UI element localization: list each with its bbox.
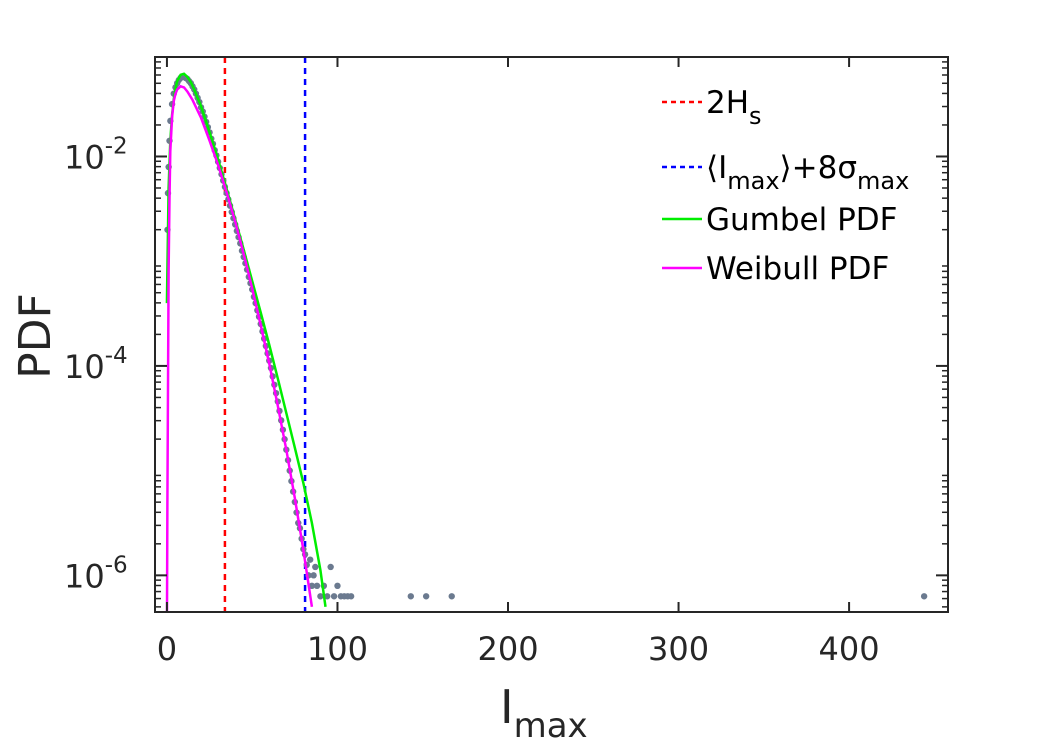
legend-item-imax-8sigma: ⟨Imax⟩+8σmax [662,150,909,195]
data-point [317,593,324,600]
data-point [407,593,415,600]
x-axis-label-sub: max [514,706,588,746]
legend-item-weibull: Weibull PDF [662,251,889,287]
series-line-weibull-pdf [165,84,314,612]
data-point [312,563,319,571]
y-tick-label: 10-4 [64,343,128,386]
x-axis-label: Imax [500,680,588,746]
x-tick-label: 300 [648,630,709,668]
y-tick-label: 10-2 [64,133,128,176]
axis-ticks [155,57,948,612]
legend-label-gumbel: Gumbel PDF [706,202,897,238]
y-axis-label: PDF [10,293,61,379]
legend-item-2hs: 2Hs [662,85,762,130]
legend-label-2hs: 2Hs [706,85,762,130]
data-point [313,582,321,590]
data-point [920,593,928,600]
data-point [334,582,341,590]
x-tick-label: 0 [157,630,177,668]
data-point [308,582,316,590]
y-tick-label: 10-6 [64,552,128,595]
data-point [327,563,334,571]
x-axis-label-main: I [500,680,514,734]
data-point [330,593,338,600]
x-tick-label: 100 [307,630,368,668]
x-tick-label: 200 [477,630,538,668]
legend-label-imax-8sigma: ⟨Imax⟩+8σmax [706,150,909,195]
x-tick-label: 400 [819,630,880,668]
data-point [347,593,355,600]
y-tick-labels: 10-2 10-4 10-6 [64,133,128,595]
data-point [422,593,430,600]
legend: 2Hs ⟨Imax⟩+8σmax Gumbel PDF Weibull PDF [662,85,909,287]
legend-item-gumbel: Gumbel PDF [662,202,897,238]
data-point [306,556,314,563]
x-tick-labels: 0 100 200 300 400 [157,630,880,668]
data-point [324,593,331,600]
plot-frame [154,56,949,613]
data-point [448,593,455,600]
legend-label-weibull: Weibull PDF [706,251,889,287]
plot-data-layer [164,57,928,612]
data-point [310,572,317,579]
